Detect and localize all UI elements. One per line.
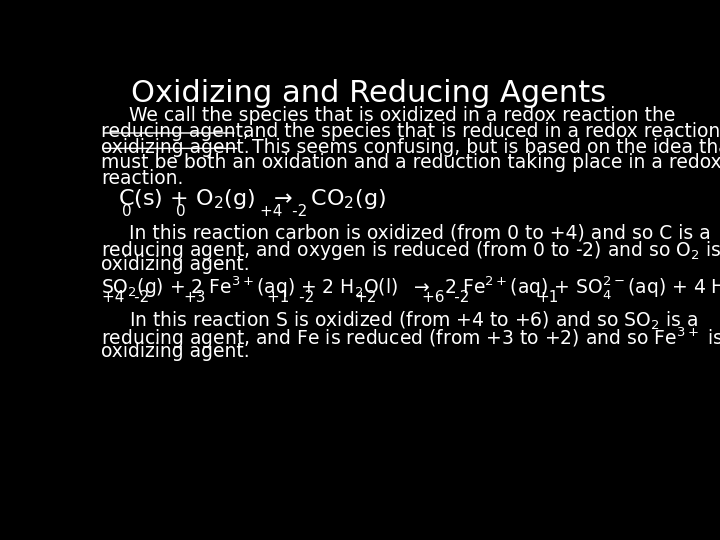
Text: We call the species that is oxidized in a redox reaction the: We call the species that is oxidized in …	[129, 106, 675, 125]
Text: +4  -2: +4 -2	[260, 204, 307, 219]
Text: reducing agent, and Fe is reduced (from +3 to +2) and so Fe$^{3+}$ is an: reducing agent, and Fe is reduced (from …	[101, 326, 720, 352]
Text: oxidizing agent.: oxidizing agent.	[101, 255, 250, 274]
Text: oxidizing agent.: oxidizing agent.	[101, 138, 250, 157]
Text: +1: +1	[536, 290, 559, 305]
Text: reaction.: reaction.	[101, 168, 184, 188]
Text: and the species that is reduced in a redox reaction an: and the species that is reduced in a red…	[237, 122, 720, 141]
Text: oxidizing agent.: oxidizing agent.	[101, 342, 250, 361]
Text: +6  -2: +6 -2	[422, 290, 469, 305]
Text: C(s) + O$_2$(g)  $\rightarrow$  CO$_2$(g): C(s) + O$_2$(g) $\rightarrow$ CO$_2$(g)	[118, 187, 386, 212]
Text: must be both an oxidation and a reduction taking place in a redox: must be both an oxidation and a reductio…	[101, 153, 720, 172]
Text: 0: 0	[176, 204, 186, 219]
Text: reducing agent,: reducing agent,	[101, 122, 249, 141]
Text: In this reaction carbon is oxidized (from 0 to +4) and so C is a: In this reaction carbon is oxidized (fro…	[129, 224, 711, 242]
Text: +2: +2	[354, 290, 377, 305]
Text: +4  -2: +4 -2	[102, 290, 150, 305]
Text: SO$_2$(g) + 2 Fe$^{3+}$(aq) + 2 H$_2$O(l)  $\rightarrow$  2 Fe$^{2+}$(aq) + SO$_: SO$_2$(g) + 2 Fe$^{3+}$(aq) + 2 H$_2$O(l…	[101, 274, 720, 301]
Text: In this reaction S is oxidized (from +4 to +6) and so SO$_2$ is a: In this reaction S is oxidized (from +4 …	[129, 310, 698, 333]
Text: reducing agent, and oxygen is reduced (from 0 to -2) and so O$_2$ is an: reducing agent, and oxygen is reduced (f…	[101, 239, 720, 262]
Text: Oxidizing and Reducing Agents: Oxidizing and Reducing Agents	[132, 79, 606, 109]
Text: +1  -2: +1 -2	[267, 290, 315, 305]
Text: +3: +3	[184, 290, 206, 305]
Text: 0: 0	[122, 204, 132, 219]
Text: This seems confusing, but is based on the idea that there: This seems confusing, but is based on th…	[240, 138, 720, 157]
